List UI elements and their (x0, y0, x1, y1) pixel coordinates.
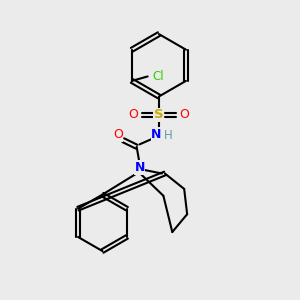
Text: N: N (134, 161, 145, 174)
Text: O: O (129, 108, 139, 122)
Text: Cl: Cl (152, 70, 164, 83)
Text: N: N (152, 128, 162, 141)
Text: O: O (179, 108, 189, 122)
Text: O: O (113, 128, 123, 141)
Text: S: S (154, 108, 164, 122)
Text: H: H (164, 129, 173, 142)
